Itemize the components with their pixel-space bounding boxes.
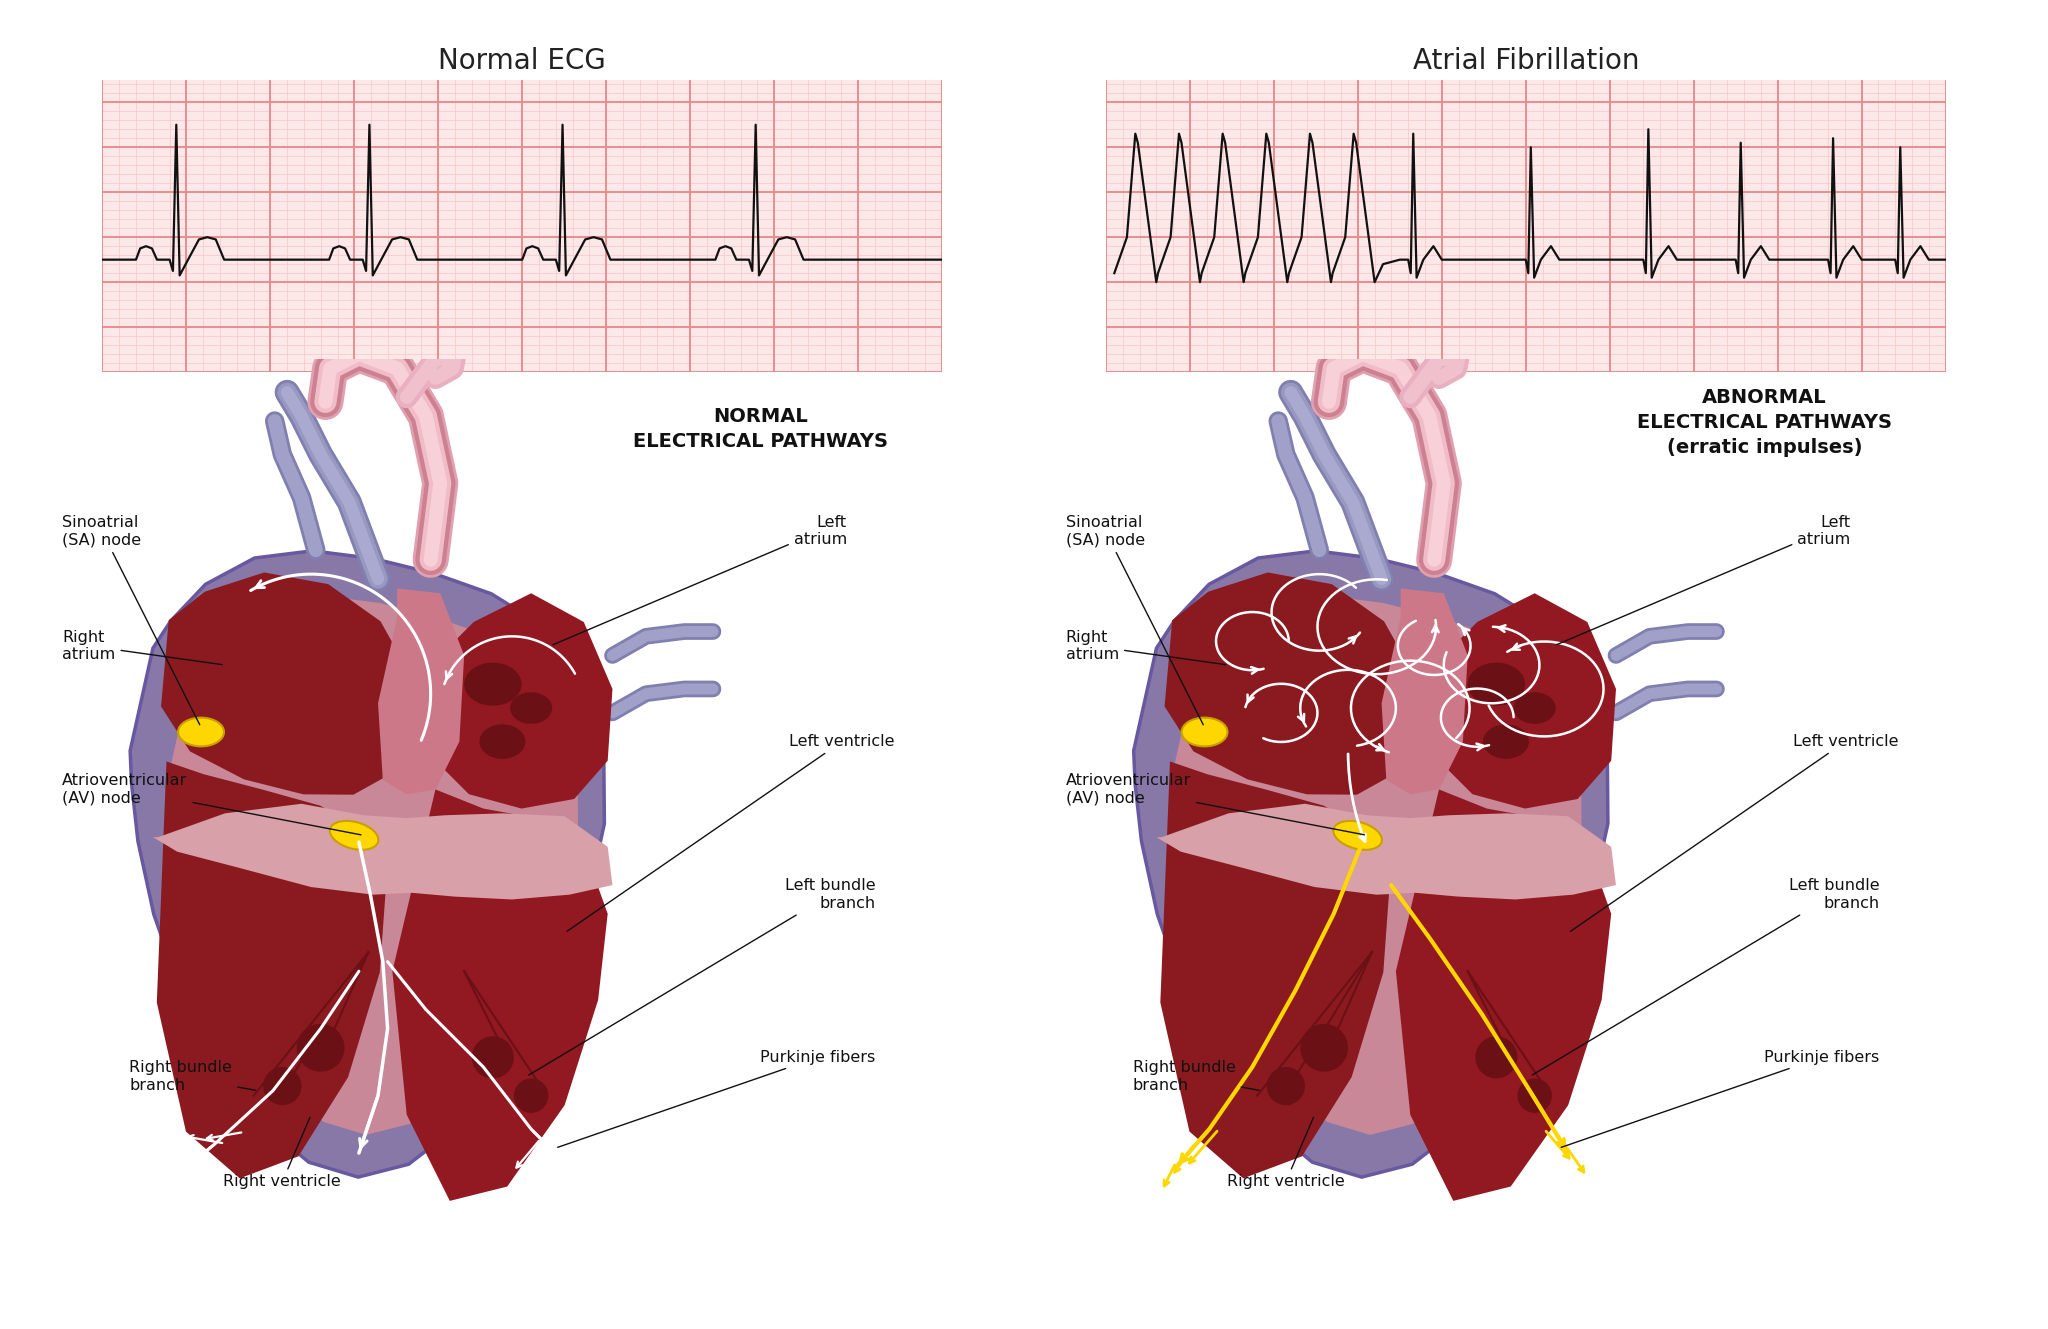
Polygon shape	[170, 597, 578, 1135]
Ellipse shape	[510, 692, 553, 724]
Text: Purkinje fibers: Purkinje fibers	[557, 1050, 877, 1147]
Polygon shape	[162, 573, 412, 795]
Circle shape	[1518, 1078, 1552, 1112]
Circle shape	[1475, 1037, 1518, 1078]
Polygon shape	[426, 593, 612, 808]
Text: Left bundle
branch: Left bundle branch	[1532, 878, 1880, 1075]
Polygon shape	[379, 589, 465, 795]
Polygon shape	[1382, 589, 1468, 795]
Circle shape	[264, 1067, 301, 1106]
Polygon shape	[1174, 597, 1581, 1135]
Circle shape	[1268, 1067, 1305, 1106]
Circle shape	[471, 1037, 514, 1078]
Ellipse shape	[1468, 663, 1526, 706]
Polygon shape	[154, 804, 612, 900]
Text: NORMAL
ELECTRICAL PATHWAYS: NORMAL ELECTRICAL PATHWAYS	[633, 407, 889, 451]
Text: Right ventricle: Right ventricle	[223, 1118, 342, 1189]
Polygon shape	[1430, 593, 1616, 808]
Polygon shape	[1157, 804, 1616, 900]
Polygon shape	[158, 762, 387, 1179]
Text: Right bundle
branch: Right bundle branch	[129, 1061, 256, 1092]
Text: Left
atrium: Left atrium	[553, 514, 848, 645]
Ellipse shape	[1513, 692, 1556, 724]
Ellipse shape	[330, 821, 379, 849]
Polygon shape	[1135, 550, 1608, 1177]
Text: Right
atrium: Right atrium	[61, 630, 221, 664]
Polygon shape	[393, 789, 608, 1201]
Text: Atrioventricular
(AV) node: Atrioventricular (AV) node	[1065, 773, 1364, 835]
Text: Right bundle
branch: Right bundle branch	[1133, 1061, 1260, 1092]
Polygon shape	[1165, 573, 1415, 795]
Text: ABNORMAL
ELECTRICAL PATHWAYS
(erratic impulses): ABNORMAL ELECTRICAL PATHWAYS (erratic im…	[1636, 388, 1892, 457]
Circle shape	[1300, 1023, 1348, 1071]
Text: Right
atrium: Right atrium	[1065, 630, 1225, 664]
Text: Left ventricle: Left ventricle	[567, 734, 895, 932]
Text: Right ventricle: Right ventricle	[1227, 1118, 1346, 1189]
Text: Left
atrium: Left atrium	[1556, 514, 1851, 645]
Title: Atrial Fibrillation: Atrial Fibrillation	[1413, 47, 1638, 74]
Ellipse shape	[465, 663, 522, 706]
Text: Left bundle
branch: Left bundle branch	[528, 878, 877, 1075]
Text: Sinoatrial
(SA) node: Sinoatrial (SA) node	[1065, 514, 1204, 724]
Circle shape	[297, 1023, 344, 1071]
Circle shape	[514, 1078, 549, 1112]
Polygon shape	[1397, 789, 1612, 1201]
Text: Left ventricle: Left ventricle	[1571, 734, 1898, 932]
Ellipse shape	[178, 718, 223, 747]
Ellipse shape	[1182, 718, 1227, 747]
Text: Sinoatrial
(SA) node: Sinoatrial (SA) node	[61, 514, 201, 724]
Polygon shape	[131, 550, 604, 1177]
Ellipse shape	[1333, 821, 1382, 849]
Ellipse shape	[479, 724, 526, 759]
Polygon shape	[1161, 762, 1391, 1179]
Text: Atrioventricular
(AV) node: Atrioventricular (AV) node	[61, 773, 360, 835]
Text: Purkinje fibers: Purkinje fibers	[1561, 1050, 1880, 1147]
Title: Normal ECG: Normal ECG	[438, 47, 606, 74]
Ellipse shape	[1483, 724, 1530, 759]
